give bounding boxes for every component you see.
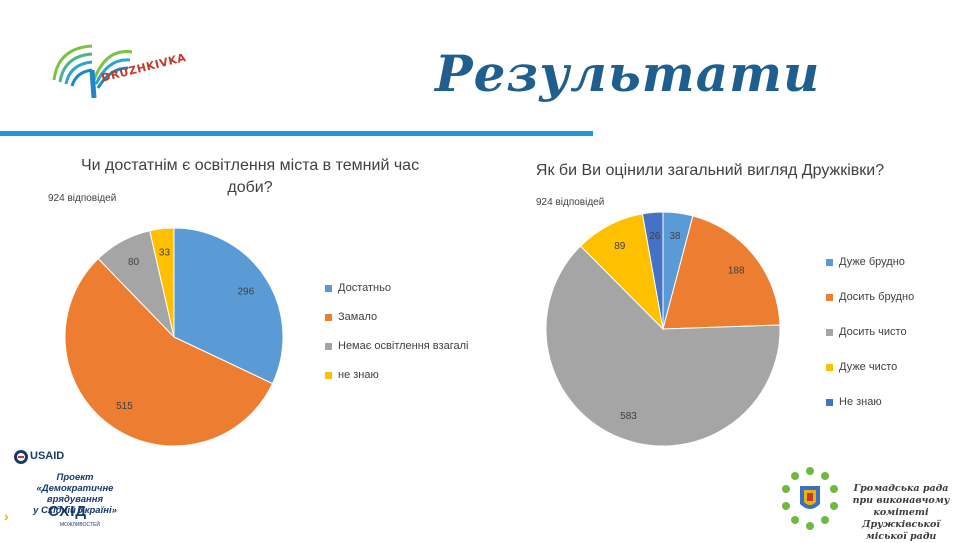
legend-label: Замало [338, 311, 378, 323]
chart2-data-label-0: 38 [669, 231, 681, 242]
chart1-legend-item: Замало [325, 311, 377, 323]
chart2-legend-item: Дуже брудно [826, 256, 905, 268]
legend-label: Досить чисто [839, 326, 907, 338]
council-logo [782, 467, 838, 530]
title-underline [0, 131, 593, 136]
chart1-title: Чи достатнім є освітлення міста в темний… [80, 157, 420, 196]
druzhkivka-logo [52, 44, 133, 99]
legend-label: Дуже брудно [839, 256, 905, 268]
legend-swatch [826, 398, 833, 406]
legend-swatch [325, 371, 332, 379]
chart2-legend-item: Досить чисто [826, 326, 907, 338]
chart2-response-count: 924 відповідей [536, 197, 605, 208]
legend-swatch [325, 313, 332, 321]
usaid-logo [14, 450, 28, 464]
chart2-data-label-3: 89 [614, 241, 626, 252]
chart1-legend-item: не знаю [325, 369, 379, 381]
legend-label: Немає освітлення взагалі [338, 340, 469, 352]
legend-swatch [325, 284, 332, 292]
chart1-slice-3 [149, 227, 175, 338]
legend-label: не знаю [338, 369, 379, 381]
legend-swatch [325, 342, 332, 350]
chart2-legend-item: Не знаю [826, 396, 882, 408]
chart1-legend-item: Достатньо [325, 282, 391, 294]
legend-swatch [826, 258, 833, 266]
chart1-response-count: 924 відповідей [48, 193, 117, 204]
chart2-slice-1 [662, 215, 781, 330]
skhid-logo: СХІД [48, 503, 88, 520]
chart1-legend-item: Немає освітлення взагалі [325, 340, 468, 352]
project-name: Проект «Демократичне врядування у Східні… [33, 472, 117, 516]
chart2-legend-item: Досить брудно [826, 291, 914, 303]
chevron-right-icon: › [4, 508, 9, 524]
chart1-data-label-2: 80 [128, 257, 140, 268]
council-name: Громадська рада при виконавчому комітеті… [852, 483, 950, 542]
chart1-data-label-3: 33 [159, 248, 171, 259]
chart2-slice-2 [545, 245, 781, 447]
chart1-slice-0 [173, 227, 284, 385]
legend-label: Дуже чисто [839, 361, 898, 373]
chart2-legend-item: Дуже чисто [826, 361, 897, 373]
legend-swatch [826, 328, 833, 336]
usaid-text: USAID [30, 450, 65, 462]
legend-swatch [826, 293, 833, 301]
chart2-data-label-4: 26 [649, 231, 661, 242]
chart2-data-label-2: 583 [620, 411, 637, 422]
page-title: Результати [435, 44, 821, 103]
legend-label: Достатньо [338, 282, 391, 294]
chart1-slice-1 [64, 257, 274, 447]
chart2-data-label-1: 188 [728, 266, 745, 277]
chart2-slice-4 [641, 211, 664, 330]
chart2-title: Як би Ви оцінили загальний вигляд Дружкі… [535, 162, 885, 179]
legend-label: Не знаю [839, 396, 882, 408]
chart1-data-label-1: 515 [116, 401, 133, 412]
skhid-logo-subtitle: МОЖЛИВОСТЕЙ [60, 522, 100, 528]
legend-swatch [826, 363, 833, 371]
legend-label: Досить брудно [839, 291, 915, 303]
chart1-data-label-0: 296 [237, 287, 254, 298]
